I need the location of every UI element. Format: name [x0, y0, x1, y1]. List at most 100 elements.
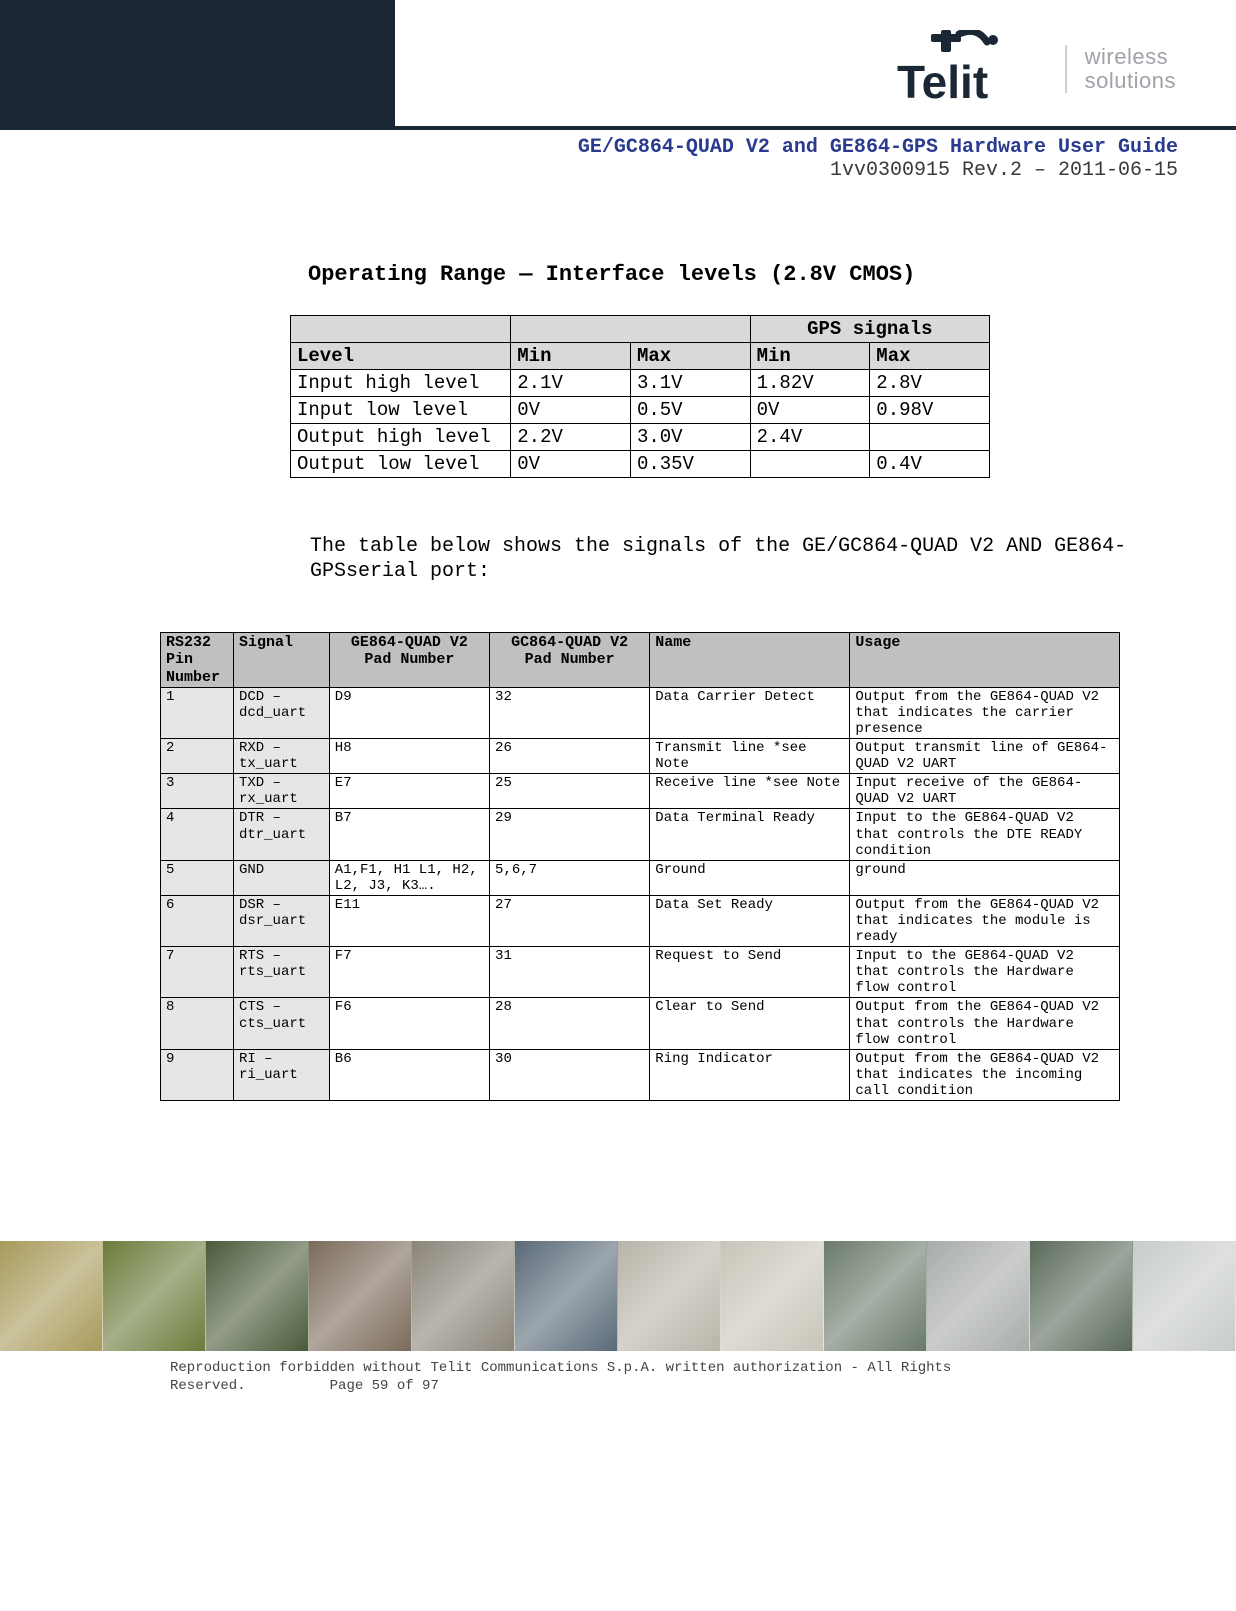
levels-cell: 3.1V [630, 370, 750, 397]
levels-th-min: Min [511, 343, 631, 370]
signals-cell: 30 [490, 1049, 650, 1100]
signals-cell: D9 [329, 687, 489, 738]
signals-cell: 26 [490, 739, 650, 774]
header-bar: Telit wireless solutions [0, 0, 1236, 130]
levels-cell [750, 451, 870, 478]
levels-th-gmax: Max [870, 343, 990, 370]
footer-tile [721, 1241, 824, 1351]
signals-cell: 7 [161, 947, 234, 998]
levels-th-gmin: Min [750, 343, 870, 370]
signals-cell: Output from the GE864-QUAD V2 that contr… [850, 998, 1120, 1049]
signals-cell: 29 [490, 809, 650, 860]
signals-cell: Ground [650, 860, 850, 895]
signals-cell: DCD – dcd_uart [233, 687, 329, 738]
sig-th-usage: Usage [850, 633, 1120, 688]
signals-cell: Data Set Ready [650, 895, 850, 946]
tagline-line2: solutions [1085, 69, 1176, 93]
signals-cell: 2 [161, 739, 234, 774]
signals-row: 2RXD – tx_uartH826Transmit line *see Not… [161, 739, 1120, 774]
signals-cell: A1,F1, H1 L1, H2, L2, J3, K3…. [329, 860, 489, 895]
signals-cell: RTS – rts_uart [233, 947, 329, 998]
levels-row: Output low level0V0.35V0.4V [291, 451, 990, 478]
sig-th-signal: Signal [233, 633, 329, 688]
tagline-line1: wireless [1085, 45, 1176, 69]
signals-cell: 9 [161, 1049, 234, 1100]
levels-cell: Input high level [291, 370, 511, 397]
logo-tagline: wireless solutions [1065, 45, 1176, 93]
logo-area: Telit wireless solutions [897, 30, 1176, 108]
levels-cell: 1.82V [750, 370, 870, 397]
levels-cell: 3.0V [630, 424, 750, 451]
levels-tbody: Input high level2.1V3.1V1.82V2.8VInput l… [291, 370, 990, 478]
levels-cell: 2.4V [750, 424, 870, 451]
levels-th-max: Max [630, 343, 750, 370]
signals-cell: E11 [329, 895, 489, 946]
signals-cell: 4 [161, 809, 234, 860]
levels-cell: 2.2V [511, 424, 631, 451]
footer-tile [309, 1241, 412, 1351]
signals-cell: F6 [329, 998, 489, 1049]
footer-tile [927, 1241, 1030, 1351]
signals-cell: E7 [329, 774, 489, 809]
signals-cell: CTS – cts_uart [233, 998, 329, 1049]
footer-line2: Reserved. Page 59 of 97 [170, 1377, 1236, 1395]
footer-reserved: Reserved. [170, 1378, 246, 1394]
signals-cell: 32 [490, 687, 650, 738]
signals-cell: Input receive of the GE864-QUAD V2 UART [850, 774, 1120, 809]
signals-row: 7RTS – rts_uartF731Request to SendInput … [161, 947, 1120, 998]
doc-title: GE/GC864-QUAD V2 and GE864-GPS Hardware … [0, 136, 1178, 159]
signals-cell: 27 [490, 895, 650, 946]
signals-cell: RXD – tx_uart [233, 739, 329, 774]
levels-table: GPS signals Level Min Max Min Max Input … [290, 315, 990, 478]
signals-cell: B7 [329, 809, 489, 860]
signals-cell: TXD – rx_uart [233, 774, 329, 809]
section-title: Operating Range — Interface levels (2.8V… [308, 262, 1236, 287]
signals-cell: 6 [161, 895, 234, 946]
signals-cell: GND [233, 860, 329, 895]
sig-th-name: Name [650, 633, 850, 688]
levels-cell: 0V [511, 451, 631, 478]
signals-cell: 5 [161, 860, 234, 895]
levels-th-level: Level [291, 343, 511, 370]
signals-cell: Clear to Send [650, 998, 850, 1049]
levels-row: Input high level2.1V3.1V1.82V2.8V [291, 370, 990, 397]
signals-cell: DTR – dtr_uart [233, 809, 329, 860]
content-area: Operating Range — Interface levels (2.8V… [0, 182, 1236, 1101]
signals-row: 8CTS – cts_uartF628Clear to SendOutput f… [161, 998, 1120, 1049]
levels-th-blank1 [291, 316, 511, 343]
signals-row: 4DTR – dtr_uartB729Data Terminal ReadyIn… [161, 809, 1120, 860]
signals-cell: H8 [329, 739, 489, 774]
signals-cell: Input to the GE864-QUAD V2 that controls… [850, 947, 1120, 998]
levels-cell: Input low level [291, 397, 511, 424]
footer-line1: Reproduction forbidden without Telit Com… [170, 1359, 1236, 1377]
footer-tile [515, 1241, 618, 1351]
doc-revision: 1vv0300915 Rev.2 – 2011-06-15 [0, 159, 1178, 182]
levels-th-gps: GPS signals [750, 316, 989, 343]
sig-th-pin: RS232 Pin Number [161, 633, 234, 688]
signals-cell: 8 [161, 998, 234, 1049]
levels-row: Input low level0V0.5V0V0.98V [291, 397, 990, 424]
signals-row: 5GNDA1,F1, H1 L1, H2, L2, J3, K3….5,6,7G… [161, 860, 1120, 895]
signals-cell: Output from the GE864-QUAD V2 that indic… [850, 1049, 1120, 1100]
signals-cell: Transmit line *see Note [650, 739, 850, 774]
intro-paragraph: The table below shows the signals of the… [310, 534, 1146, 584]
signals-cell: Data Carrier Detect [650, 687, 850, 738]
header-dark-block [0, 0, 395, 130]
signals-cell: DSR – dsr_uart [233, 895, 329, 946]
sig-th-gc: GC864-QUAD V2 Pad Number [490, 633, 650, 688]
levels-cell: 2.1V [511, 370, 631, 397]
footer-tile [0, 1241, 103, 1351]
footer-tile [412, 1241, 515, 1351]
footer-page-label: Page 59 of 97 [330, 1378, 439, 1394]
sig-th-ge: GE864-QUAD V2 Pad Number [329, 633, 489, 688]
signals-cell: Output from the GE864-QUAD V2 that indic… [850, 687, 1120, 738]
levels-cell: 0.4V [870, 451, 990, 478]
signals-cell: Receive line *see Note [650, 774, 850, 809]
footer-tile [1133, 1241, 1236, 1351]
signals-row: 9RI – ri_uartB630Ring IndicatorOutput fr… [161, 1049, 1120, 1100]
signals-cell: 3 [161, 774, 234, 809]
signals-cell: ground [850, 860, 1120, 895]
footer-image-strip [0, 1241, 1236, 1351]
levels-cell: 0.5V [630, 397, 750, 424]
footer-note: Reproduction forbidden without Telit Com… [0, 1351, 1236, 1435]
